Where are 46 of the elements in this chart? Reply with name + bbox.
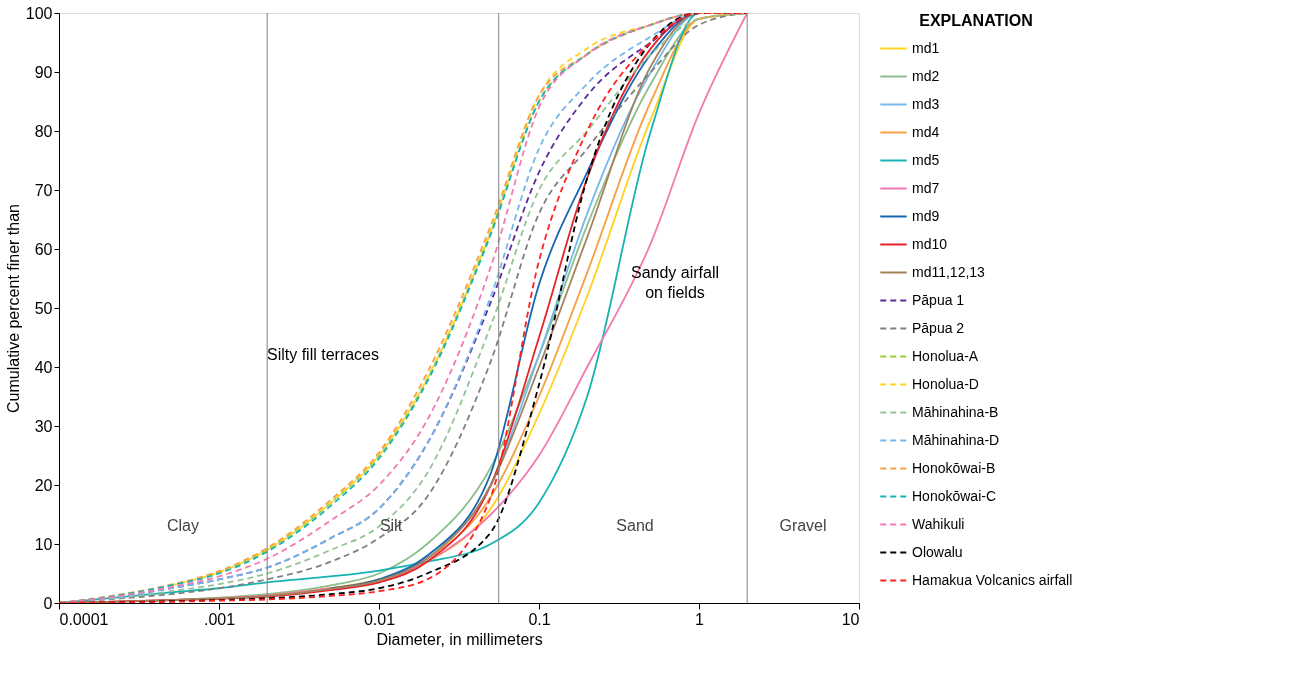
legend-label: Olowalu [912,543,963,560]
legend-label: md5 [912,151,940,168]
legend-label: Honokōwai-C [912,487,997,504]
legend-title: EXPLANATION [919,12,1033,29]
y-axis-title: Cumulative percent finer than [4,204,22,413]
y-tick-label: 50 [34,299,53,317]
legend-label: md9 [912,207,940,224]
x-tick-label: 1 [695,610,705,628]
legend-label: Wahikuli [912,515,965,532]
x-axis-title: Diameter, in millimeters [376,630,543,648]
legend-label: Hamakua Volcanics airfall [912,571,1073,588]
x-tick-label: 10 [841,610,860,628]
annotation: Sandy airfall on fields [630,263,720,301]
legend-label: Māhinahina-B [912,403,999,420]
legend-label: Pāpua 2 [912,319,965,336]
y-tick-label: 100 [25,4,53,22]
legend-label: md7 [912,179,940,196]
annotation: Gravel [779,517,827,535]
y-tick-label: 60 [34,240,53,258]
legend-label: md11,12,13 [912,263,986,280]
y-tick-label: 70 [34,181,53,199]
legend-label: Honokōwai-B [912,459,996,476]
legend-label: md3 [912,95,940,112]
annotation: Silt [379,517,403,535]
x-tick-label: 0.1 [528,610,551,628]
y-tick-label: 20 [34,476,53,494]
y-tick-label: 0 [43,594,53,612]
annotation: Sand [616,517,654,535]
legend-label: Honolua-D [912,375,979,392]
legend-label: md4 [912,123,940,140]
annotation: Silty fill terraces [266,346,380,364]
y-tick-label: 90 [34,63,53,81]
y-tick-label: 80 [34,122,53,140]
x-tick-label: 0.0001 [59,610,109,628]
annotation: Clay [166,517,200,535]
y-tick-label: 10 [34,535,53,553]
legend-label: Pāpua 1 [912,291,965,308]
x-tick-label: .001 [203,610,236,628]
legend-label: Māhinahina-D [912,431,1000,448]
y-tick-label: 40 [34,358,53,376]
y-tick-label: 30 [34,417,53,435]
legend-label: Honolua-A [912,347,979,364]
legend-label: md10 [912,235,948,252]
x-tick-label: 0.01 [363,610,396,628]
legend-label: md1 [912,39,940,56]
legend-label: md2 [912,67,940,84]
